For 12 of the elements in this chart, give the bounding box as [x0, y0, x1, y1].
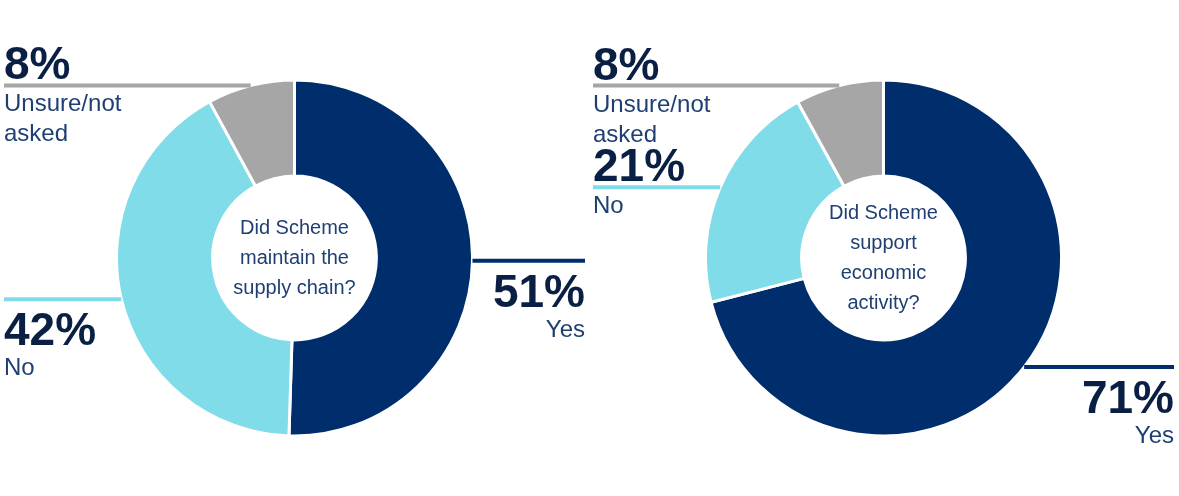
slice-label: Yes: [1134, 421, 1174, 449]
text: Did Scheme maintain the supply chain?: [233, 215, 356, 298]
slice-label: No: [4, 353, 35, 381]
data-label: 71%: [1081, 371, 1174, 424]
data-label: 8%: [4, 37, 71, 90]
data-label: 8%: [593, 37, 660, 90]
text: Did Scheme support economic activity?: [829, 200, 938, 313]
slice-label: No: [593, 191, 624, 219]
data-label: 42%: [4, 303, 97, 356]
slice-label: Yes: [545, 314, 585, 342]
data-label: 51%: [492, 264, 585, 317]
slice-label: Unsure/not asked: [4, 89, 122, 147]
